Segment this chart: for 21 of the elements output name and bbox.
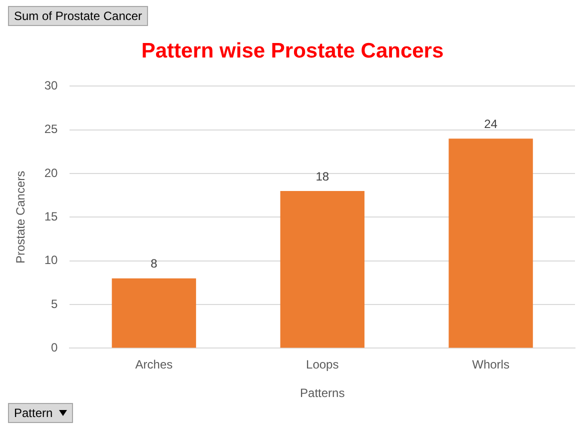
y-tick-label: 10	[44, 253, 58, 268]
data-label: 24	[484, 116, 498, 131]
x-tick-label: Loops	[306, 358, 339, 372]
y-tick-label: 25	[44, 122, 58, 136]
data-label: 18	[316, 169, 330, 184]
y-tick-label: 15	[44, 210, 58, 224]
y-tick-label: 20	[44, 166, 58, 180]
bar	[280, 191, 364, 348]
y-tick-label: 0	[51, 340, 58, 355]
x-axis-title: Patterns	[300, 386, 345, 400]
text: Pattern	[14, 406, 53, 420]
data-label: 8	[150, 256, 158, 271]
bar	[448, 138, 533, 348]
x-tick-label: Whorls	[472, 358, 510, 372]
text: Sum of Prostate Cancer	[14, 9, 142, 23]
y-tick-label: 30	[44, 78, 58, 93]
bar	[112, 278, 196, 348]
chart-title: Pattern wise Prostate Cancers	[141, 39, 444, 62]
x-tick-label: Arches	[135, 358, 173, 372]
y-tick-label: 5	[51, 296, 58, 311]
y-axis-title: Prostate Cancers	[14, 170, 28, 264]
